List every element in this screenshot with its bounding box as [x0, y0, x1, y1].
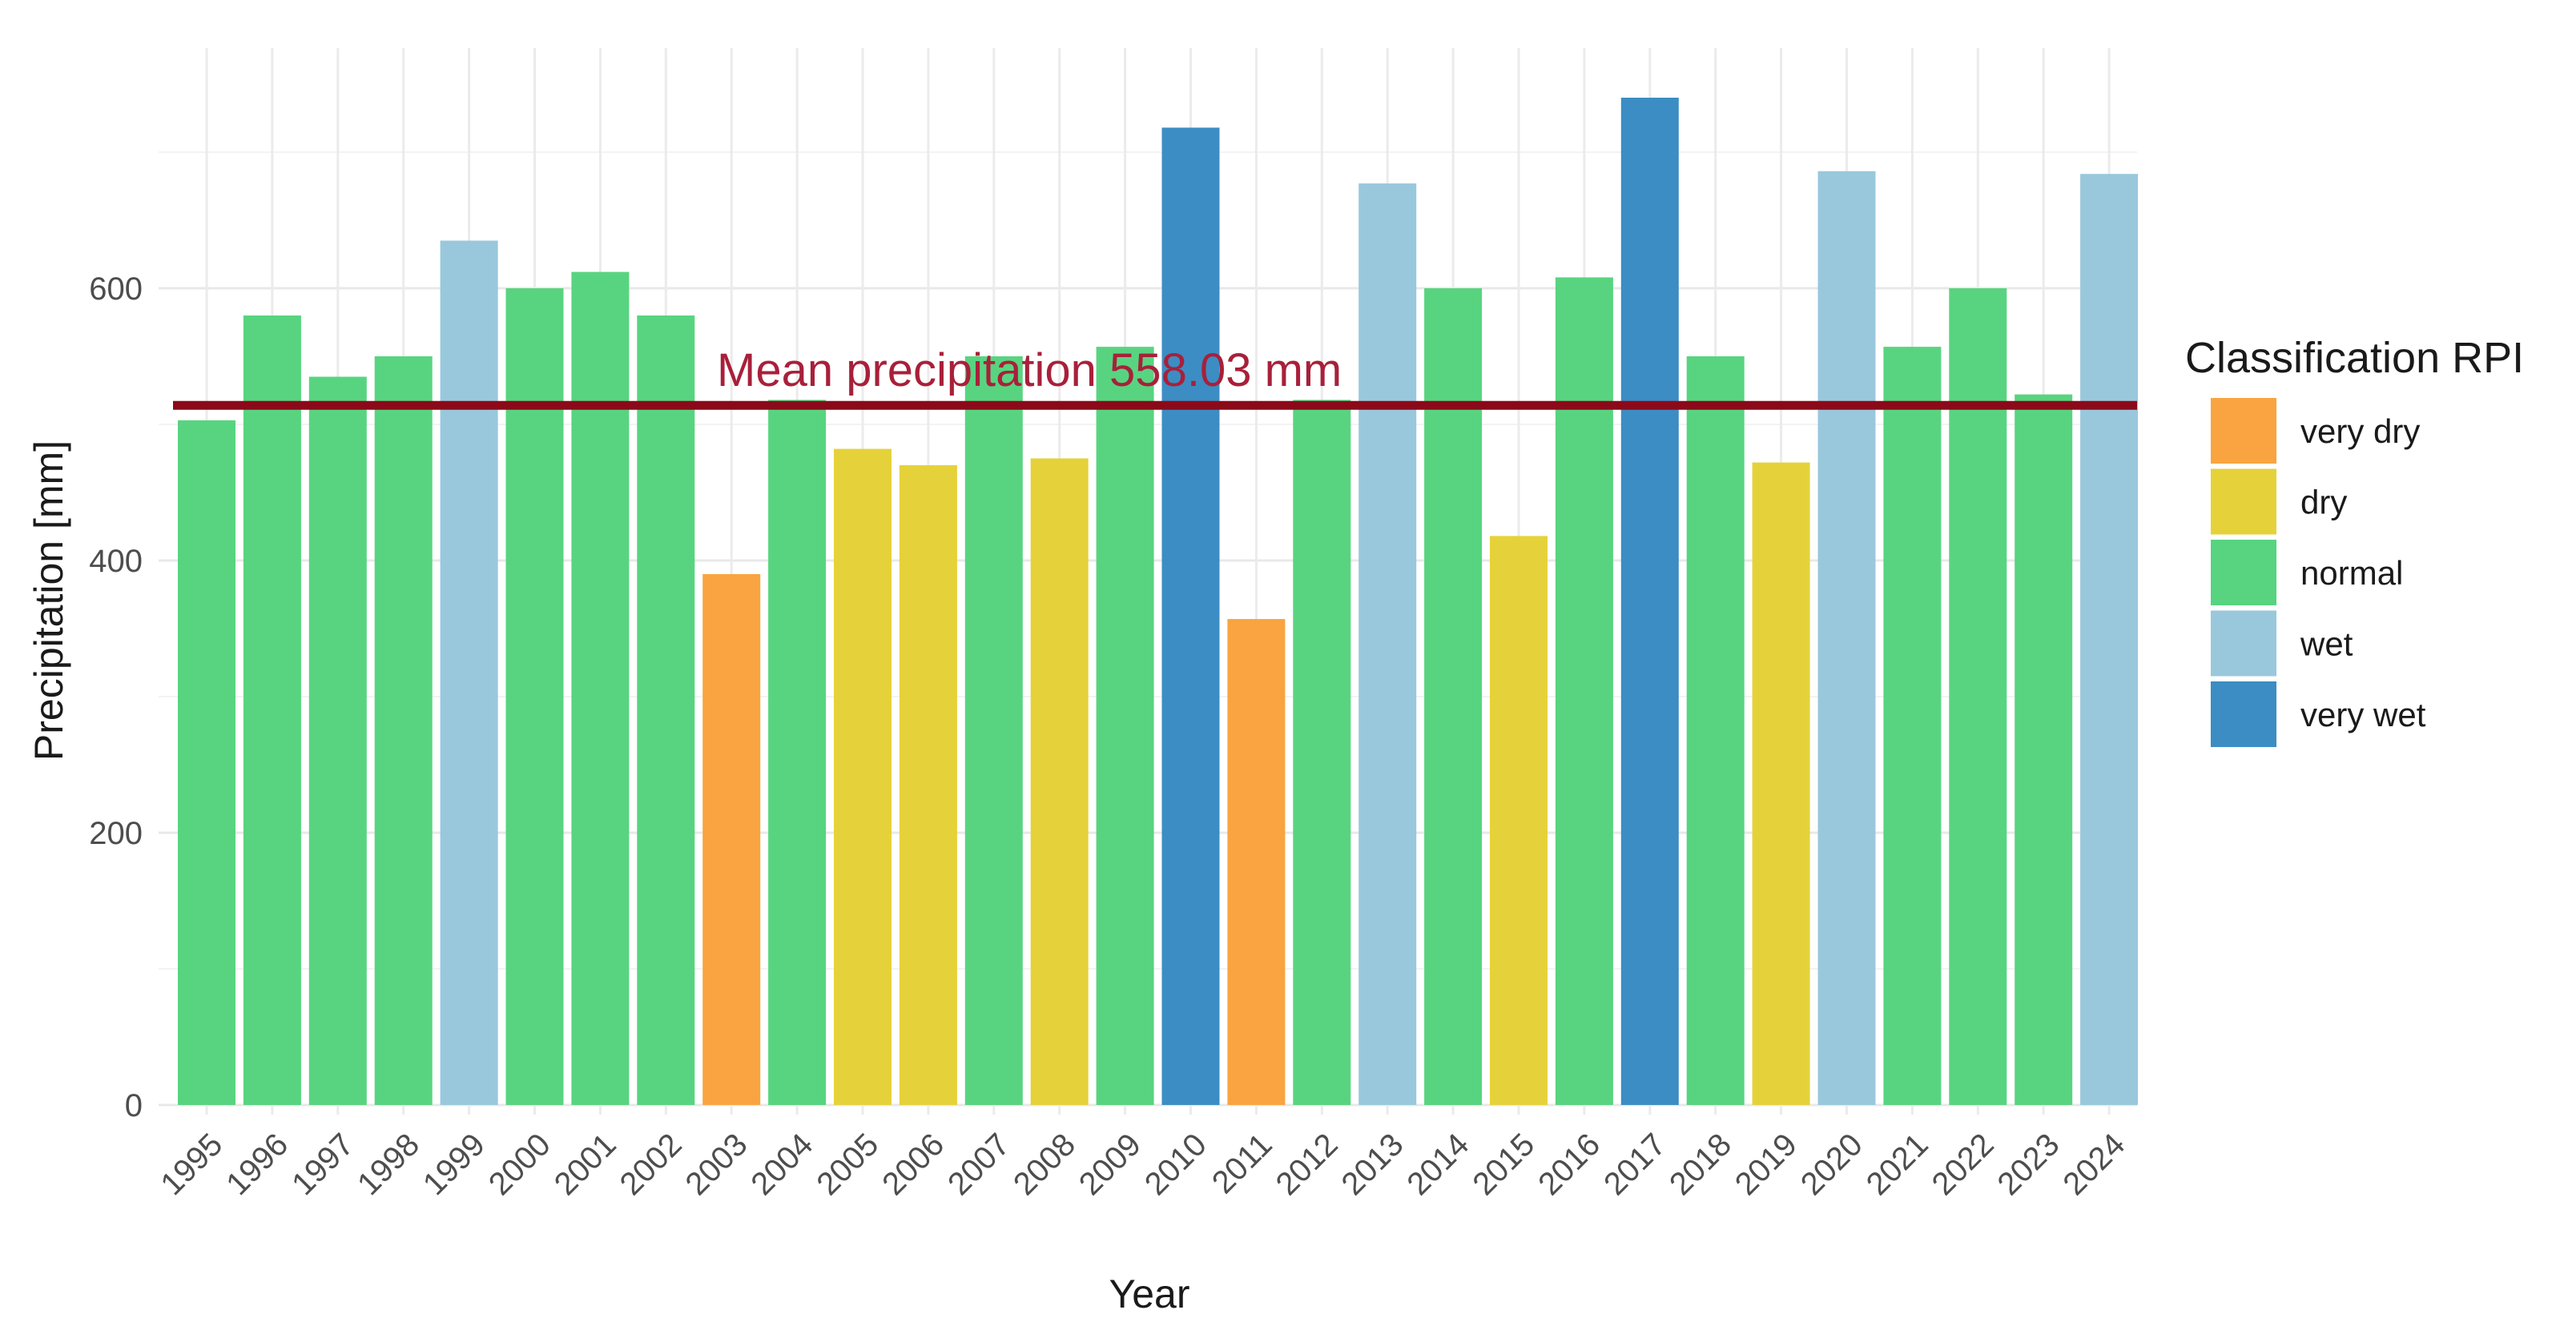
- y-tick-label: 0: [125, 1088, 143, 1123]
- bar-1996: [243, 315, 301, 1105]
- legend-label: wet: [2300, 625, 2353, 663]
- bar-2011: [1227, 619, 1286, 1105]
- y-tick-label: 200: [89, 816, 143, 851]
- bar-2016: [1555, 277, 1613, 1105]
- y-tick-label: 600: [89, 271, 143, 307]
- legend-key-wet: [2211, 610, 2276, 677]
- y-axis-ticks: 0 200 400 600: [89, 271, 143, 1123]
- bar-2013: [1358, 183, 1417, 1106]
- bar-2009: [1096, 347, 1154, 1106]
- bar-2021: [1883, 347, 1942, 1106]
- bar-2006: [899, 465, 957, 1105]
- bar-2019: [1752, 462, 1810, 1105]
- legend-label: dry: [2300, 484, 2347, 521]
- bar-2012: [1293, 400, 1351, 1105]
- legend-key-very-dry: [2211, 398, 2276, 464]
- bar-2023: [2015, 394, 2073, 1106]
- bar-2007: [964, 356, 1023, 1105]
- bar-2014: [1424, 288, 1483, 1105]
- legend-label: very dry: [2300, 412, 2420, 450]
- bar-2022: [1949, 288, 2007, 1105]
- legend-key-normal: [2211, 540, 2276, 605]
- legend-title: Classification RPI: [2185, 334, 2524, 382]
- bar-1999: [440, 240, 498, 1105]
- bar-2015: [1490, 536, 1548, 1105]
- bar-2001: [571, 271, 630, 1106]
- legend: Classification RPI very dry dry normal wet v…: [2185, 334, 2524, 747]
- bar-2008: [1030, 458, 1089, 1105]
- y-axis-title: Precipitation [mm]: [26, 440, 71, 761]
- bar-2017: [1620, 98, 1679, 1105]
- bar-2020: [1817, 171, 1876, 1105]
- bar-2010: [1161, 127, 1220, 1105]
- mean-precipitation-label: Mean precipitation 558.03 mm: [717, 344, 1342, 396]
- bar-1997: [308, 376, 367, 1105]
- bar-2000: [505, 288, 564, 1105]
- bar-1998: [374, 356, 433, 1105]
- y-tick-label: 400: [89, 544, 143, 579]
- legend-label: normal: [2300, 554, 2403, 592]
- legend-label: very wet: [2300, 696, 2426, 733]
- bar-1995: [178, 420, 235, 1105]
- bar-2024: [2080, 174, 2139, 1106]
- bar-2018: [1686, 356, 1745, 1105]
- mean-line-group: Mean precipitation 558.03 mm: [173, 344, 2137, 410]
- bar-2003: [702, 574, 761, 1105]
- bars: [178, 98, 2139, 1106]
- bar-2002: [637, 315, 695, 1105]
- x-axis-title: Year: [1109, 1272, 1189, 1316]
- legend-key-dry: [2211, 468, 2276, 535]
- bar-2005: [834, 448, 892, 1105]
- legend-key-very-wet: [2211, 681, 2276, 747]
- bar-2004: [768, 400, 827, 1105]
